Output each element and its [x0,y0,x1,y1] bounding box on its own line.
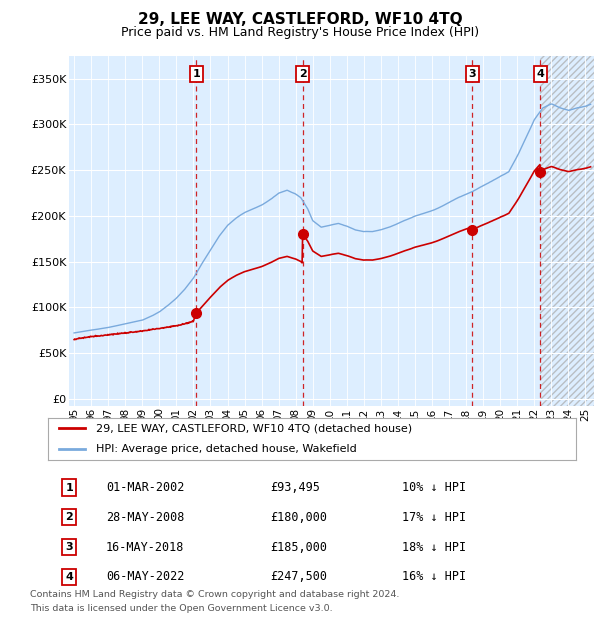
Text: 16-MAY-2018: 16-MAY-2018 [106,541,184,554]
Text: 29, LEE WAY, CASTLEFORD, WF10 4TQ: 29, LEE WAY, CASTLEFORD, WF10 4TQ [137,12,463,27]
Text: Price paid vs. HM Land Registry's House Price Index (HPI): Price paid vs. HM Land Registry's House … [121,26,479,39]
Text: £93,495: £93,495 [270,481,320,494]
Text: £247,500: £247,500 [270,570,327,583]
Text: This data is licensed under the Open Government Licence v3.0.: This data is licensed under the Open Gov… [30,604,332,613]
Text: 10% ↓ HPI: 10% ↓ HPI [402,481,466,494]
Text: Contains HM Land Registry data © Crown copyright and database right 2024.: Contains HM Land Registry data © Crown c… [30,590,400,600]
Text: 1: 1 [65,482,73,492]
Text: 06-MAY-2022: 06-MAY-2022 [106,570,184,583]
Text: £180,000: £180,000 [270,511,327,524]
Text: 18% ↓ HPI: 18% ↓ HPI [402,541,466,554]
Text: 3: 3 [469,69,476,79]
Text: 01-MAR-2002: 01-MAR-2002 [106,481,184,494]
Text: 16% ↓ HPI: 16% ↓ HPI [402,570,466,583]
Text: 28-MAY-2008: 28-MAY-2008 [106,511,184,524]
Text: 2: 2 [65,512,73,522]
Text: HPI: Average price, detached house, Wakefield: HPI: Average price, detached house, Wake… [95,445,356,454]
Text: £185,000: £185,000 [270,541,327,554]
Text: 1: 1 [192,69,200,79]
Text: 2: 2 [299,69,307,79]
Text: 4: 4 [536,69,544,79]
Bar [541,56,594,406]
Text: 3: 3 [65,542,73,552]
Text: 29, LEE WAY, CASTLEFORD, WF10 4TQ (detached house): 29, LEE WAY, CASTLEFORD, WF10 4TQ (detac… [95,423,412,433]
Text: 17% ↓ HPI: 17% ↓ HPI [402,511,466,524]
Text: 4: 4 [65,572,73,582]
Bar [69,56,541,406]
